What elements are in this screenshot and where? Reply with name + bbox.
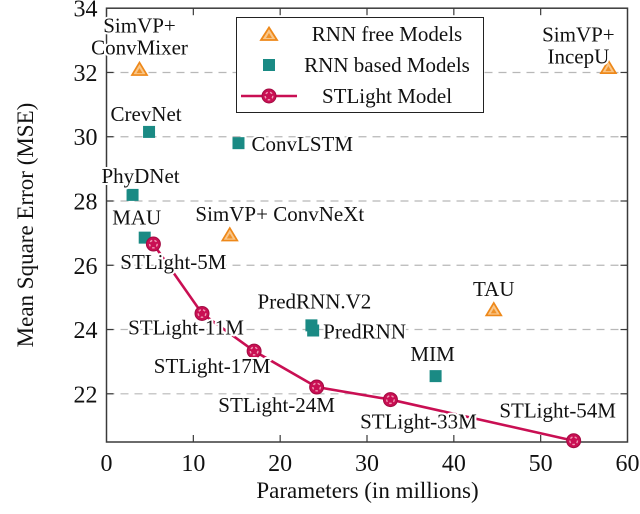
square-marker-icon xyxy=(237,57,301,73)
point-simvp-convnext xyxy=(220,226,239,242)
x-tick-label: 30 xyxy=(355,451,379,477)
point-crevnet xyxy=(143,125,156,138)
label-simvp-incepu: SimVP+ IncepU xyxy=(542,23,615,69)
y-tick-label: 26 xyxy=(74,254,98,280)
y-tick-label: 32 xyxy=(74,61,98,87)
label-tau: TAU xyxy=(473,277,514,301)
label-simvp-convmixer: SimVP+ ConvMixer xyxy=(91,14,188,60)
label-stlight-24m: STLight-24M xyxy=(218,393,335,417)
x-tick-label: 10 xyxy=(181,451,205,477)
x-tick-label: 20 xyxy=(268,451,292,477)
point-stlight-54m xyxy=(566,433,582,449)
legend-label-rnn-based: RNN based Models xyxy=(304,52,470,77)
label-stlight-33m: STLight-33M xyxy=(360,410,477,434)
point-simvp-convmixer xyxy=(130,60,149,76)
point-mim xyxy=(429,370,442,383)
y-axis-title: Mean Square Error (MSE) xyxy=(13,102,38,348)
label-phydnet: PhyDNet xyxy=(101,164,179,188)
label-crevnet: CrevNet xyxy=(110,102,181,126)
point-stlight-17m xyxy=(246,343,262,359)
legend-item-rnn-free: RNN free Models xyxy=(237,19,483,49)
legend-label-rnn-free: RNN free Models xyxy=(311,21,463,46)
legend-item-stlight: STLight Model xyxy=(237,81,483,111)
label-stlight-5m: STLight-5M xyxy=(120,250,226,274)
legend: RNN free Models RNN based Models STLight… xyxy=(236,17,484,113)
point-predrnn xyxy=(307,324,320,337)
triangle-marker-icon xyxy=(237,25,301,43)
label-simvp-convnext: SimVP+ ConvNeXt xyxy=(195,202,364,226)
point-stlight-11m xyxy=(194,305,210,321)
label-predrnn-v2: PredRNN.V2 xyxy=(258,289,372,313)
legend-item-rnn-based: RNN based Models xyxy=(237,50,483,80)
point-stlight-33m xyxy=(382,392,398,408)
label-stlight-11m: STLight-11M xyxy=(128,315,244,339)
label-convlstm: ConvLSTM xyxy=(251,132,353,156)
y-tick-label: 28 xyxy=(74,190,98,216)
y-tick-label: 22 xyxy=(74,382,98,408)
x-axis-title: Parameters (in millions) xyxy=(256,478,479,503)
y-tick-label: 30 xyxy=(74,125,98,151)
x-tick-label: 40 xyxy=(442,451,466,477)
x-tick-label: 60 xyxy=(616,451,640,477)
point-stlight-5m xyxy=(145,236,161,252)
x-tick-label: 0 xyxy=(101,451,113,477)
point-tau xyxy=(484,301,503,317)
legend-label-stlight: STLight Model xyxy=(321,83,453,108)
label-stlight-54m: STLight-54M xyxy=(499,399,616,423)
point-simvp-incepu xyxy=(599,58,618,74)
point-phydnet xyxy=(126,188,139,201)
point-stlight-24m xyxy=(309,379,325,395)
series-line-stlight-model xyxy=(152,243,574,442)
label-mim: MIM xyxy=(410,342,455,366)
label-predrnn: PredRNN xyxy=(323,319,406,343)
line-circle-marker-icon xyxy=(237,86,301,106)
y-tick-label: 34 xyxy=(74,0,98,23)
point-convlstm xyxy=(232,137,245,150)
y-tick-label: 24 xyxy=(74,318,98,344)
x-tick-label: 50 xyxy=(529,451,553,477)
label-mau: MAU xyxy=(112,206,161,230)
label-stlight-17m: STLight-17M xyxy=(154,354,271,378)
